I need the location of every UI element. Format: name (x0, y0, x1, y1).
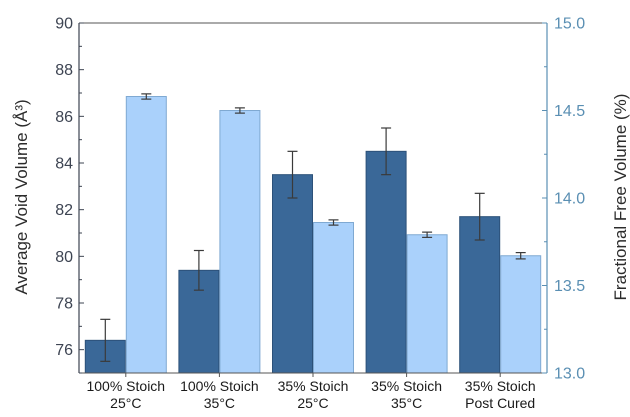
left-tick-label-0: 76 (55, 342, 73, 359)
category-label-1-line-0: 100% Stoich (180, 378, 259, 394)
right-tick-label-4: 15.0 (554, 16, 585, 33)
right-tick-label-3: 14.5 (554, 103, 585, 120)
category-label-2-line-0: 35% Stoich (278, 378, 349, 394)
category-label-3-line-0: 35% Stoich (371, 378, 442, 394)
bar-void-volume-2 (272, 174, 313, 374)
bar-free-volume-2 (313, 222, 354, 374)
category-label-2-line-1: 25°C (297, 395, 328, 411)
right-tick-label-1: 13.5 (554, 278, 585, 295)
bar-void-volume-3 (365, 150, 407, 374)
category-label-0-line-1: 25°C (110, 395, 141, 411)
right-tick-label-0: 13.0 (554, 366, 585, 383)
left-tick-label-4: 84 (55, 156, 73, 173)
left-tick-label-2: 80 (55, 249, 73, 266)
y-axis-title-left: Average Void Volume (Å³) (12, 99, 31, 294)
category-label-1-line-1: 35°C (204, 395, 235, 411)
left-tick-label-7: 90 (55, 16, 73, 33)
category-label-4-line-1: Post Cured (465, 395, 535, 411)
plot-area: 76 78 80 82 84 86 88 90 13.0 13.5 14.0 14.5 15.0 100%… (55, 16, 585, 412)
category-label-0-line-0: 100% Stoich (86, 378, 165, 394)
bar-free-volume-0 (125, 96, 167, 374)
bar-free-volume-3 (406, 234, 448, 374)
category-label-4-line-0: 35% Stoich (465, 378, 536, 394)
bar-free-volume-4 (500, 255, 542, 374)
left-tick-label-3: 82 (55, 202, 73, 219)
bar-free-volume-1 (219, 110, 261, 374)
right-tick-label-2: 14.0 (554, 191, 585, 208)
category-label-3-line-1: 35°C (391, 395, 422, 411)
left-tick-label-6: 88 (55, 62, 73, 79)
left-tick-label-5: 86 (55, 109, 73, 126)
left-tick-label-1: 78 (55, 296, 73, 313)
y-axis-title-right: Fractional Free Volume (%) (611, 94, 630, 301)
